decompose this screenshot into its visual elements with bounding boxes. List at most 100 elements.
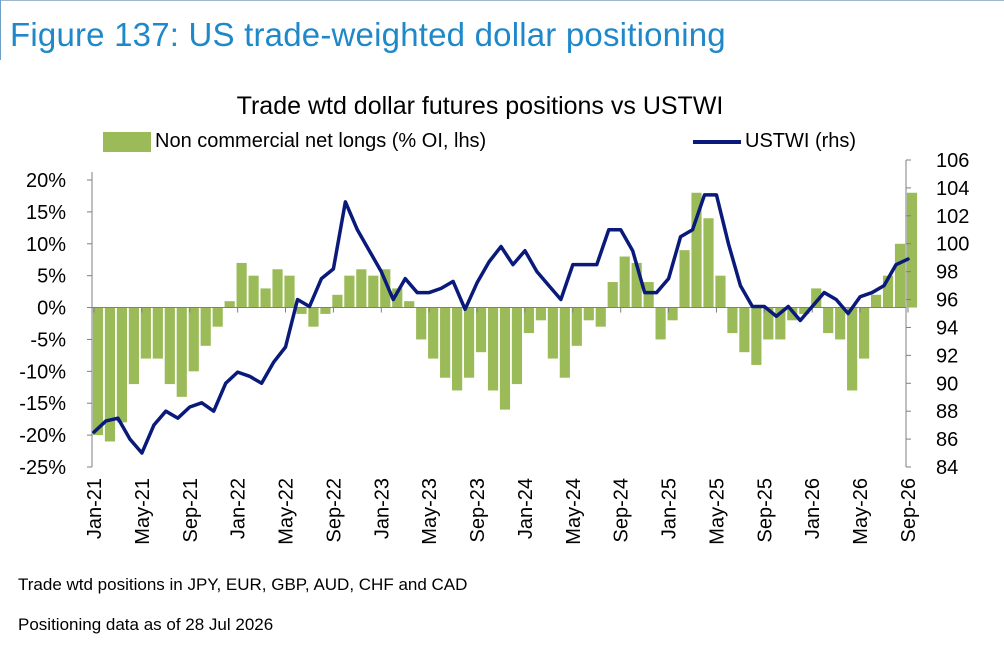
bar (475, 307, 487, 353)
x-tick-label: Jan-25 (659, 478, 681, 539)
bar (284, 275, 295, 308)
bar (571, 307, 582, 346)
x-tick-label: May-25 (706, 478, 728, 545)
bar (416, 307, 427, 340)
right-tick-label: 102 (936, 206, 969, 228)
bar (511, 307, 523, 385)
bar (667, 307, 678, 321)
bar (392, 288, 403, 308)
bar (894, 243, 906, 308)
x-tick-label: Jan-23 (371, 478, 393, 539)
bar (164, 307, 175, 385)
legend-bar-swatch (103, 131, 151, 152)
bar (128, 307, 139, 385)
right-tick-label: 92 (936, 345, 958, 367)
x-tick-label: May-26 (850, 478, 872, 545)
bar (116, 307, 128, 423)
x-tick-label: Sep-22 (323, 478, 345, 543)
bar (308, 307, 319, 327)
bar (535, 307, 546, 321)
bar (595, 307, 606, 327)
left-tick-label: 20% (26, 170, 66, 192)
bar (751, 307, 762, 365)
left-tick-label: -25% (19, 457, 66, 479)
bar (320, 307, 331, 314)
left-tick-label: 5% (37, 266, 66, 288)
bar (224, 301, 235, 308)
x-tick-label: Sep-21 (180, 478, 202, 543)
bar (92, 307, 104, 436)
bar (547, 307, 558, 359)
bar (607, 282, 618, 308)
bar (463, 307, 475, 378)
bar (835, 307, 846, 340)
right-tick-label: 84 (936, 457, 958, 479)
figure-title: Figure 137: US trade-weighted dollar pos… (10, 16, 726, 53)
bar (260, 288, 271, 308)
axes-layer (87, 159, 911, 468)
bar (727, 307, 738, 334)
right-tick-label: 90 (936, 373, 958, 395)
bar (823, 307, 834, 334)
right-tick-label: 106 (936, 150, 969, 172)
bar (882, 275, 894, 308)
bar (703, 218, 714, 308)
legend-bars-label: Non commercial net longs (% OI, lhs) (155, 130, 487, 152)
bar (152, 307, 163, 359)
x-tick-label: May-23 (419, 478, 441, 545)
right-tick-label: 94 (936, 317, 958, 339)
bar (691, 192, 702, 308)
bar (583, 307, 594, 321)
bar (787, 307, 798, 321)
right-tick-label: 104 (936, 178, 969, 200)
bar (715, 275, 726, 308)
chart-title: Trade wtd dollar futures positions vs US… (236, 92, 724, 120)
x-tick-label: Jan-21 (84, 478, 106, 539)
left-tick-label: 0% (37, 298, 66, 320)
bar (643, 282, 654, 308)
bar (811, 288, 822, 308)
bar (344, 275, 355, 308)
legend-item-bars: Non commercial net longs (% OI, lhs) (103, 130, 486, 153)
bar (487, 307, 499, 391)
footnote-1: Trade wtd positions in JPY, EUR, GBP, AU… (18, 575, 468, 594)
bar (272, 269, 283, 308)
top-border (0, 0, 1004, 1)
right-tick-label: 96 (936, 290, 958, 312)
bar (859, 307, 870, 359)
bars-layer (92, 192, 918, 442)
bar (679, 250, 690, 308)
legend-line-swatch (693, 139, 741, 144)
footnote-2: Positioning data as of 28 Jul 2026 (18, 615, 274, 634)
ustwi-line (92, 193, 910, 455)
bar (296, 307, 307, 314)
bar (176, 307, 187, 397)
bar (847, 307, 858, 391)
bar (428, 307, 439, 359)
x-tick-label: May-22 (276, 478, 298, 545)
bar (188, 307, 199, 372)
left-tick-label: -10% (19, 361, 66, 383)
bar (452, 307, 463, 391)
x-tick-label: Jan-26 (802, 478, 824, 539)
left-tick-label: 10% (26, 234, 66, 256)
bar (332, 294, 343, 308)
line-layer (92, 193, 910, 455)
bar (404, 301, 415, 308)
bar (104, 307, 116, 442)
bar (870, 294, 882, 308)
bar (655, 307, 666, 340)
right-tick-label: 98 (936, 262, 958, 284)
x-tick-label: Sep-26 (898, 478, 920, 543)
left-tick-label: 15% (26, 202, 66, 224)
bar (356, 269, 367, 308)
bar (440, 307, 451, 378)
bar (380, 269, 391, 308)
bar (212, 307, 223, 327)
left-tick-label: -20% (19, 425, 66, 447)
bar (248, 275, 259, 308)
x-tick-label: Jan-22 (228, 478, 250, 539)
right-tick-label: 100 (936, 234, 969, 256)
bar (236, 262, 247, 308)
legend-item-line: USTWI (rhs) (693, 130, 856, 153)
